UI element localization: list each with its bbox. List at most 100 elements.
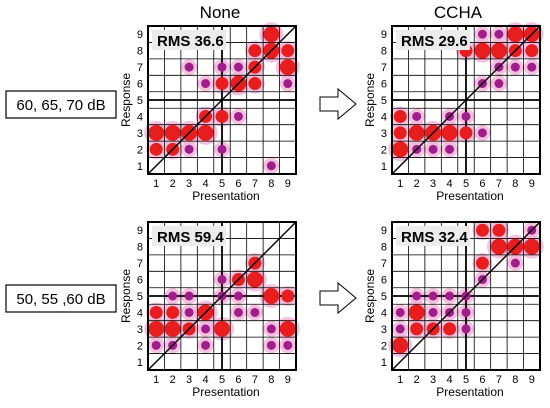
data-point (184, 144, 194, 154)
data-point (510, 258, 520, 268)
data-point (281, 289, 295, 303)
y-tick-label: 5 (137, 291, 143, 303)
row-label-1-text: 60, 65, 70 dB (16, 97, 105, 114)
y-tick-label: 3 (137, 324, 143, 336)
arrow-row1 (319, 87, 357, 121)
x-tick-label: 2 (414, 178, 420, 190)
data-point (151, 340, 161, 350)
data-point (412, 291, 422, 301)
y-axis-title: Response (119, 73, 133, 127)
rms-label: RMS 59.4 (157, 229, 224, 246)
data-point (443, 322, 457, 336)
data-point (217, 62, 227, 72)
data-point (217, 144, 227, 154)
y-axis-title: Response (363, 269, 377, 323)
x-tick-label: 2 (414, 374, 420, 386)
x-tick-label: 2 (170, 374, 176, 386)
data-point (408, 304, 425, 321)
plot-frame (391, 25, 541, 175)
y-tick-label: 8 (381, 242, 387, 254)
data-point (408, 124, 425, 141)
data-point (149, 305, 163, 319)
plot-frame (147, 25, 297, 175)
x-tick-label: 5 (219, 178, 225, 190)
y-tick-label: 2 (137, 340, 143, 352)
column-title-ccha: CCHA (434, 3, 483, 22)
data-point (428, 291, 438, 301)
data-point (248, 77, 262, 91)
data-markers (392, 26, 540, 158)
x-tick-label: 1 (397, 374, 403, 386)
x-tick-label: 3 (430, 178, 436, 190)
data-point (214, 320, 230, 337)
data-point (201, 324, 211, 334)
x-axis-title: Presentation (436, 189, 503, 203)
data-point (395, 324, 405, 334)
y-tick-label: 7 (381, 62, 387, 74)
data-point (148, 124, 165, 141)
x-tick-label: 6 (235, 178, 241, 190)
y-tick-label: 1 (137, 357, 143, 369)
x-tick-label: 4 (446, 374, 452, 386)
data-point (283, 340, 293, 350)
data-point (164, 124, 181, 141)
data-point (248, 44, 262, 58)
arrow-row2 (319, 281, 357, 315)
data-point (215, 109, 229, 123)
x-tick-label: 8 (512, 374, 518, 386)
data-point (494, 29, 504, 39)
y-tick-label: 7 (381, 258, 387, 270)
data-point (523, 238, 540, 255)
x-tick-label: 4 (202, 178, 208, 190)
data-point (393, 126, 407, 140)
data-point (395, 307, 405, 317)
data-point (266, 161, 276, 171)
y-tick-label: 9 (137, 29, 143, 41)
y-tick-label: 6 (137, 275, 143, 287)
data-point (233, 111, 243, 121)
chart-panel-row1-none: RMS 36.61 2 3 4 5 6 7 8 9123456789PresentationRe… (119, 22, 300, 203)
data-point (164, 320, 181, 337)
y-tick-label: 3 (137, 128, 143, 140)
x-axis-title: Presentation (192, 189, 259, 203)
x-tick-label: 4 (446, 178, 452, 190)
data-point (475, 256, 489, 270)
y-tick-label: 6 (381, 275, 387, 287)
x-tick-label: 8 (512, 178, 518, 190)
data-point (266, 324, 276, 334)
y-tick-label: 2 (381, 340, 387, 352)
data-point (149, 142, 163, 156)
data-point (166, 305, 180, 319)
y-axis-title: Response (363, 73, 377, 127)
data-point (477, 29, 487, 39)
y-tick-label: 7 (137, 62, 143, 74)
chart-panel-row2-ccha: RMS 32.41 2 3 4 5 6 7 8 9123456789PresentationRe… (363, 220, 544, 399)
data-point (233, 291, 243, 301)
data-point (250, 307, 260, 317)
data-point (428, 307, 438, 317)
rms-label: RMS 29.6 (401, 33, 468, 50)
data-point (263, 288, 280, 304)
x-tick-label: 1 (153, 178, 159, 190)
data-point (184, 62, 194, 72)
data-point (281, 44, 295, 58)
y-tick-label: 3 (381, 324, 387, 336)
x-tick-label: 6 (479, 374, 485, 386)
data-point (184, 307, 194, 317)
y-tick-label: 1 (137, 161, 143, 173)
identity-diagonal (391, 25, 541, 175)
y-tick-label: 8 (137, 242, 143, 254)
x-axis-title: Presentation (192, 385, 259, 399)
data-point (410, 322, 424, 336)
y-tick-label: 4 (381, 111, 387, 123)
y-tick-label: 5 (381, 291, 387, 303)
row-label-1: 60, 65, 70 dB (5, 90, 117, 119)
y-tick-label: 8 (137, 46, 143, 58)
y-tick-label: 4 (381, 307, 387, 319)
x-tick-label: 5 (463, 178, 469, 190)
x-tick-label: 1 (397, 178, 403, 190)
data-point (283, 79, 293, 89)
y-tick-label: 1 (381, 161, 387, 173)
rms-label: RMS 36.6 (157, 33, 224, 50)
